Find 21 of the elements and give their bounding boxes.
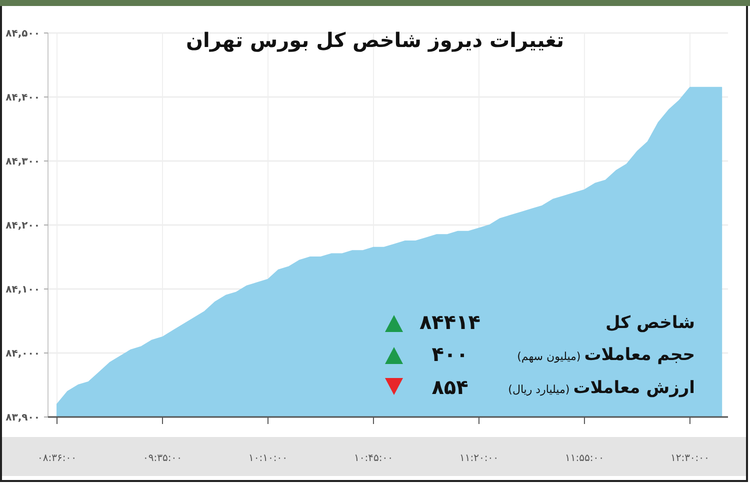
y-tick-label: ۸۳,۹۰۰ [6, 412, 40, 424]
chart-title: تغییرات دیروز شاخص کل بورس تهران [186, 28, 564, 52]
annotation: ۸۴۴۱۴ [419, 310, 481, 334]
y-tick-label: ۸۴,۲۰۰ [6, 220, 40, 232]
y-tick-label: ۸۴,۳۰۰ [6, 156, 40, 168]
x-tick-label: ۱۱:۲۰:۰۰ [459, 453, 498, 464]
annotation: ۸۵۴ [432, 375, 468, 399]
x-tick-label: ۱۰:۱۰:۰۰ [248, 453, 288, 464]
y-tick-label: ۸۴,۵۰۰ [6, 28, 40, 40]
x-tick-label: ۰۹:۳۵:۰۰ [143, 453, 182, 464]
x-tick-label: ۱۱:۵۵:۰۰ [564, 453, 604, 464]
y-tick-label: ۸۴,۴۰۰ [6, 92, 40, 104]
x-tick-label: ۱۰:۴۵:۰۰ [354, 453, 393, 464]
y-tick-label: ۸۴,۰۰۰ [6, 348, 40, 360]
annotation: ارزش معاملات (میلیارد ریال) [508, 378, 695, 398]
x-tick-label: ۰۸:۳۶:۰۰ [38, 453, 76, 464]
annotation: شاخص کل [605, 313, 695, 333]
annotation: حجم معاملات (میلیون سهم) [517, 345, 695, 365]
annotation: ۴۰۰ [432, 342, 468, 366]
x-tick-label: ۱۲:۳۰:۰۰ [670, 453, 710, 464]
y-tick-label: ۸۴,۱۰۰ [6, 284, 40, 296]
